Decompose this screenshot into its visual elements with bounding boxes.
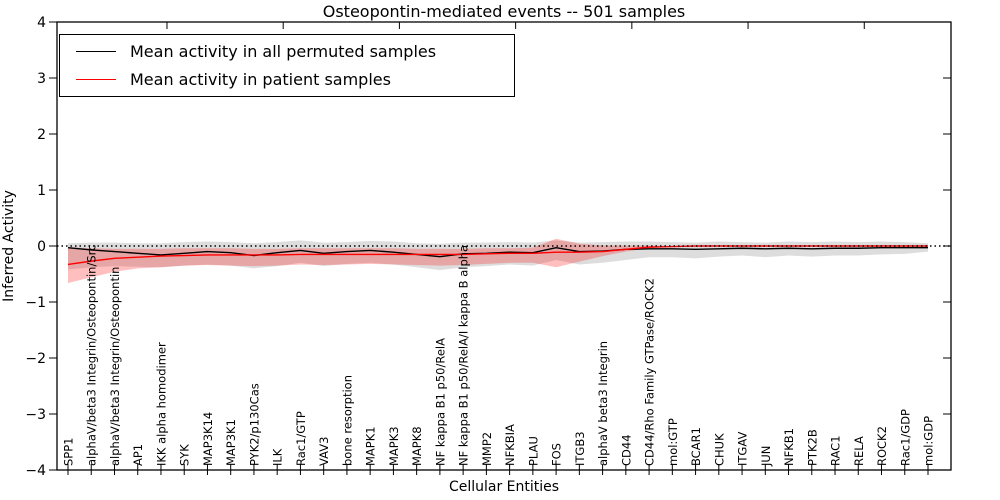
x-tick-label: NFKBIA: [503, 424, 517, 466]
x-tick-label: MAP3K14: [201, 412, 215, 466]
x-tick-label: Rac1/GTP: [294, 411, 308, 466]
x-tick-label: CHUK: [712, 433, 726, 466]
x-tick-label: PTK2B: [805, 429, 819, 466]
y-tick-label: 0: [37, 239, 46, 255]
band-permuted-range: [68, 240, 928, 271]
x-tick-label: CD44: [619, 434, 633, 466]
x-tick-label: CD44/Rho Family GTPase/ROCK2: [643, 278, 657, 466]
x-tick-label: PYK2/p130Cas: [247, 383, 261, 466]
series-line-permuted: [67, 246, 928, 258]
x-tick-label: MMP2: [480, 432, 494, 466]
x-tick-label: JUN: [759, 446, 773, 467]
x-tick-label: NFKB1: [782, 428, 796, 466]
x-tick-label: RAC1: [829, 435, 843, 466]
x-tick-label: SYK: [178, 444, 192, 466]
x-axis-label: Cellular Entities: [448, 479, 560, 495]
x-tick-label: mol:GTP: [666, 418, 680, 466]
x-tick-label: ITGB3: [573, 431, 587, 466]
x-tick-label: alphaV/beta3 Integrin/Osteopontin/Src: [85, 245, 99, 466]
x-tick-label: NF kappa B1 p50/RelA: [433, 338, 447, 466]
x-tick-label: Rac1/GDP: [898, 409, 912, 466]
legend-entry-patient: Mean activity in patient samples: [72, 70, 502, 89]
x-tick-label: bone resorption: [340, 375, 354, 466]
x-tick-label: RELA: [852, 436, 866, 466]
x-tick-label: AP1: [131, 444, 145, 466]
x-tick-label: alphaV beta3 Integrin: [596, 341, 610, 466]
x-tick-label: FOS: [550, 443, 564, 466]
legend-label-permuted: Mean activity in all permuted samples: [130, 42, 437, 61]
x-tick-label: MAP3K1: [224, 419, 238, 466]
x-tick-label: MAPK8: [410, 426, 424, 466]
x-tick-label: ITGAV: [736, 432, 750, 466]
chart-title: Osteopontin-mediated events -- 501 sampl…: [322, 2, 686, 21]
legend: Mean activity in all permuted samples Me…: [59, 34, 515, 97]
legend-label-patient: Mean activity in patient samples: [130, 70, 391, 89]
legend-line-permuted-icon: [76, 51, 116, 52]
y-tick-label: 2: [37, 127, 46, 143]
y-tick-label: −4: [25, 463, 46, 479]
x-tick-label: alphaV/beta3 Integrin/Osteopontin: [108, 267, 122, 466]
x-tick-label: BCAR1: [689, 427, 703, 466]
x-tick-label: ROCK2: [875, 426, 889, 466]
x-tick-label: MAPK1: [364, 426, 378, 466]
x-tick-label: MAPK3: [387, 426, 401, 466]
x-tick-label: IKK alpha homodimer: [154, 342, 168, 466]
legend-line-patient-icon: [76, 79, 116, 80]
x-tick-label: mol:GDP: [922, 416, 936, 466]
y-tick-label: 1: [37, 183, 46, 199]
y-tick-label: −1: [25, 295, 46, 311]
legend-entry-permuted: Mean activity in all permuted samples: [72, 42, 502, 61]
x-tick-label: ILK: [271, 448, 285, 466]
y-tick-label: −2: [25, 351, 46, 367]
series-line-patient: [67, 245, 928, 266]
y-tick-label: 4: [37, 15, 46, 31]
band-patient-range: [68, 238, 928, 283]
x-tick-label: NF kappa B1 p50/RelA/I kappa B alpha: [457, 245, 471, 466]
y-tick-label: 3: [37, 71, 46, 87]
x-tick-label: PLAU: [526, 436, 540, 466]
x-tick-label: SPP1: [62, 438, 76, 467]
y-tick-label: −3: [25, 407, 46, 423]
x-tick-label: VAV3: [317, 437, 331, 466]
